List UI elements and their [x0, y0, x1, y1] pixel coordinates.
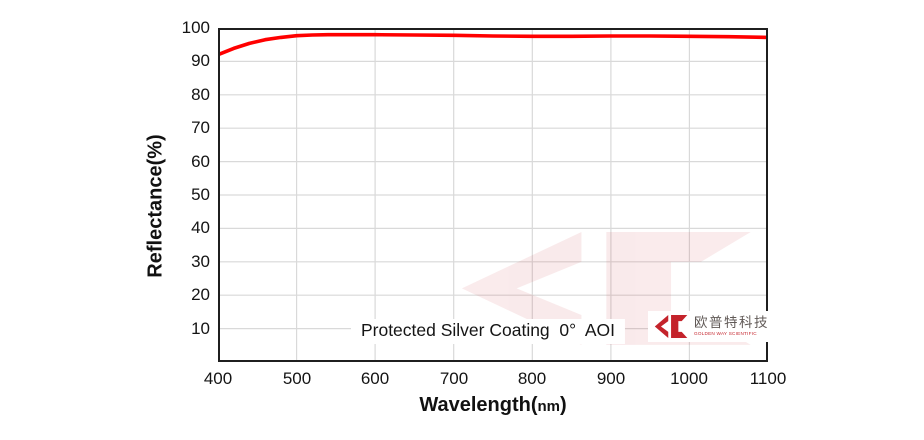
y-tick-label-30: 30: [191, 252, 210, 271]
plot-border: [218, 28, 768, 362]
y-tick-label-10: 10: [191, 319, 210, 338]
plot-area: [216, 27, 770, 362]
plot-canvas: [216, 27, 770, 362]
y-tick-label-90: 90: [191, 51, 210, 70]
x-axis-title: Wavelength(nm): [218, 394, 768, 417]
y-tick-label-80: 80: [191, 85, 210, 104]
x-tick-label-900: 900: [596, 369, 626, 388]
golden-way-logo: 欧普特科技 GOLDEN WAY SCIENTIFIC: [648, 311, 807, 342]
x-tick-label-700: 700: [439, 369, 469, 388]
logo-en-name: GOLDEN WAY SCIENTIFIC: [694, 331, 757, 337]
x-tick-label-1100: 1100: [749, 369, 787, 388]
logo-text-block: 欧普特科技 GOLDEN WAY SCIENTIFIC: [694, 315, 802, 338]
logo-cn-name: 欧普特科技: [694, 315, 769, 330]
x-tick-label-800: 800: [517, 369, 547, 388]
x-axis-title-unit: nm: [537, 398, 560, 415]
y-tick-label-20: 20: [191, 285, 210, 304]
golden-way-logo-icon: [654, 315, 688, 338]
x-tick-label-400: 400: [203, 369, 233, 388]
y-tick-label-60: 60: [191, 152, 210, 171]
y-tick-label-50: 50: [191, 185, 210, 204]
series-annotation: Protected Silver Coating 0° AOI: [350, 319, 626, 344]
x-axis-title-close: ): [559, 394, 567, 416]
y-tick-label-100: 100: [181, 18, 210, 37]
x-tick-label-500: 500: [282, 369, 312, 388]
x-axis-title-text: Wavelength(: [419, 394, 538, 416]
x-tick-label-1000: 1000: [670, 369, 708, 388]
reflectance-curve: [216, 32, 770, 57]
x-tick-label-600: 600: [360, 369, 390, 388]
y-tick-label-70: 70: [191, 118, 210, 137]
y-tick-label-40: 40: [191, 218, 210, 237]
